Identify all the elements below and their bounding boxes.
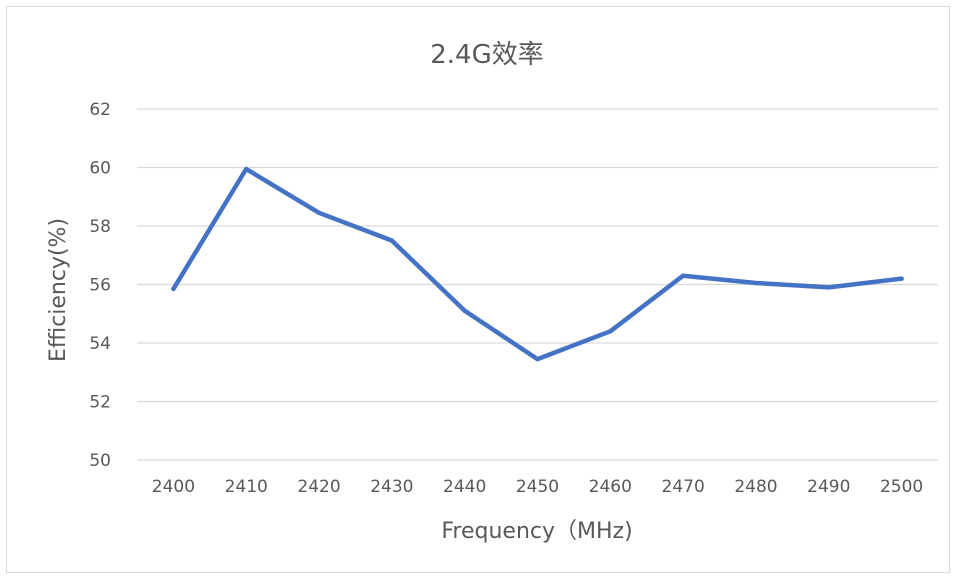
- data-point: [608, 329, 613, 334]
- x-tick-label: 2450: [516, 477, 559, 497]
- data-point: [753, 280, 759, 286]
- chart-frame: 2.4G效率 50 52 54 56 58 60 62 2400 2410 2420 2430 24…: [6, 6, 950, 573]
- x-tick-label: 2460: [589, 477, 632, 497]
- y-tick-label: 50: [89, 451, 111, 471]
- data-point: [389, 238, 395, 243]
- x-tick-label: 2500: [880, 477, 923, 497]
- data-point: [316, 210, 322, 216]
- y-tick-label: 56: [89, 276, 111, 296]
- x-tick-label: 2430: [370, 477, 413, 497]
- chart-title: 2.4G效率: [430, 40, 544, 70]
- data-point: [826, 285, 831, 290]
- x-tick-label: 2410: [225, 477, 268, 497]
- y-tick-label: 58: [89, 217, 111, 237]
- y-axis-title: Efficiency(%): [46, 218, 71, 362]
- data-point: [462, 308, 467, 314]
- x-tick-label: 2440: [443, 477, 486, 497]
- x-axis-title: Frequency（MHz): [441, 519, 632, 544]
- x-tick-label: 2400: [152, 477, 195, 497]
- series-layer: [171, 166, 904, 362]
- data-point: [244, 166, 249, 172]
- y-tick-labels: 50 52 54 56 58 60 62: [89, 100, 111, 471]
- x-tick-label: 2470: [662, 477, 705, 497]
- efficiency-series-line: [171, 166, 904, 362]
- data-point: [680, 273, 686, 278]
- data-point: [171, 286, 176, 292]
- y-tick-label: 62: [89, 100, 111, 120]
- x-tick-label: 2420: [297, 477, 340, 497]
- x-tick-label: 2490: [807, 477, 850, 497]
- y-tick-label: 52: [89, 393, 111, 413]
- x-tick-label: 2480: [734, 477, 777, 497]
- x-tick-labels: 2400 2410 2420 2430 2440 2450 2460 2470 2480 2490…: [152, 477, 923, 497]
- data-point: [535, 356, 540, 362]
- data-point: [899, 276, 904, 281]
- y-gridlines: [137, 108, 938, 461]
- y-tick-label: 54: [89, 334, 111, 354]
- y-tick-label: 60: [89, 159, 111, 179]
